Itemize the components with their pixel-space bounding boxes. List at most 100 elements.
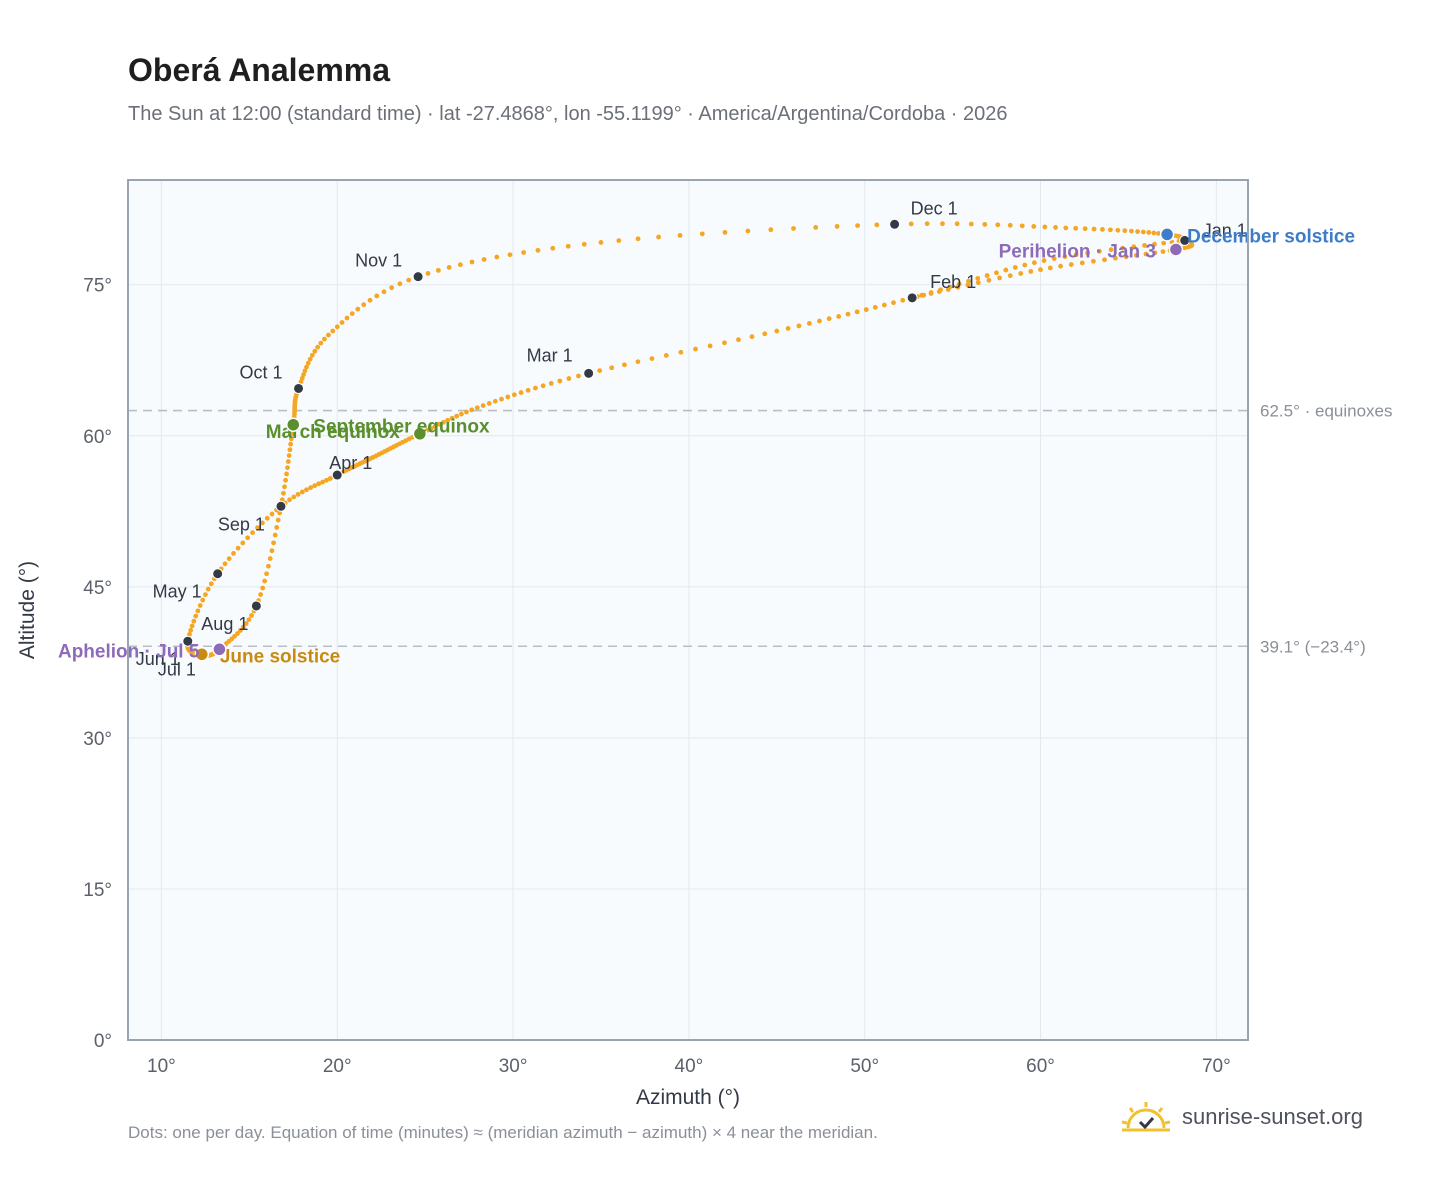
daily-dot <box>260 520 265 526</box>
daily-dot <box>872 304 878 310</box>
month-label: Oct 1 <box>240 362 283 382</box>
daily-dot <box>283 477 288 483</box>
plot-frame <box>127 179 1249 1041</box>
month-marker <box>293 382 305 394</box>
month-label: Apr 1 <box>329 453 372 473</box>
month-marker <box>889 218 901 230</box>
daily-dot <box>446 265 452 270</box>
daily-dot <box>445 417 451 423</box>
daily-dot <box>1062 254 1068 260</box>
daily-dot <box>499 396 504 402</box>
y-tick-label: 15° <box>83 880 112 901</box>
x-tick-label: 30° <box>499 1056 528 1077</box>
daily-dot <box>285 459 291 464</box>
daily-dot <box>243 621 249 626</box>
daily-dot <box>1018 271 1024 276</box>
daily-dot <box>344 315 350 321</box>
month-marker <box>1179 234 1191 246</box>
daily-dot <box>271 540 276 546</box>
brand-name: sunrise-sunset.org <box>1182 1104 1363 1129</box>
daily-dot <box>200 597 206 603</box>
daily-dot <box>1051 256 1057 261</box>
daily-dot <box>334 324 340 330</box>
daily-dot <box>454 413 460 419</box>
daily-dot <box>557 378 563 384</box>
daily-dot <box>707 343 713 349</box>
daily-dot <box>285 465 290 471</box>
daily-dot <box>304 364 309 370</box>
daily-dot <box>250 530 255 536</box>
y-axis-label: Altitude (°) <box>16 561 39 659</box>
daily-dot <box>968 221 974 227</box>
daily-dot <box>678 349 684 355</box>
daily-dot <box>469 259 475 265</box>
daily-dot <box>302 368 308 374</box>
event-label: December solstice <box>1187 226 1355 247</box>
daily-dot <box>1082 226 1088 232</box>
daily-dot <box>480 403 486 408</box>
daily-dot <box>469 407 475 413</box>
daily-dot <box>203 592 208 598</box>
daily-dot <box>1031 223 1037 229</box>
daily-dot <box>486 401 492 406</box>
daily-dot <box>312 483 318 489</box>
daily-dot <box>994 270 999 276</box>
brand[interactable]: sunrise-sunset.org <box>1120 1100 1363 1134</box>
daily-dot <box>282 484 287 490</box>
event-label: June solstice <box>220 646 340 667</box>
daily-dot <box>966 278 971 284</box>
daily-dot <box>272 532 278 538</box>
daily-dot <box>262 578 268 584</box>
daily-dot <box>609 365 615 371</box>
daily-dot <box>288 436 294 442</box>
month-label: Jul 1 <box>158 659 196 679</box>
daily-dot <box>1047 265 1053 271</box>
x-tick-label: 60° <box>1026 1056 1055 1077</box>
daily-dot <box>863 307 869 313</box>
daily-dot <box>1042 224 1048 230</box>
daily-dot <box>540 383 546 389</box>
plot-area <box>128 180 1248 1040</box>
daily-dot <box>965 282 971 288</box>
daily-dot <box>1058 263 1063 269</box>
daily-dot <box>355 306 361 312</box>
daily-dot <box>381 289 387 295</box>
daily-dot <box>1152 241 1157 247</box>
daily-dot <box>367 297 373 303</box>
month-marker <box>583 367 595 379</box>
daily-dot <box>874 222 880 228</box>
daily-dot <box>576 373 581 379</box>
daily-dot <box>286 453 292 458</box>
daily-dot <box>222 561 228 567</box>
daily-dot <box>240 624 246 630</box>
daily-dot <box>235 545 241 551</box>
daily-dot <box>663 353 669 358</box>
event-label: Perihelion · Jan 3 <box>999 241 1156 262</box>
daily-dot <box>428 425 434 431</box>
daily-dot <box>785 326 791 331</box>
daily-dot <box>1123 254 1129 260</box>
daily-dot <box>299 375 305 381</box>
daily-dot <box>975 280 981 286</box>
daily-dot <box>1120 245 1126 251</box>
daily-dot <box>635 236 641 242</box>
daily-dot <box>649 356 655 362</box>
event-marker <box>1168 242 1184 257</box>
daily-dot <box>274 525 280 530</box>
daily-dot <box>521 250 527 255</box>
daily-dot <box>275 517 281 523</box>
daily-dot <box>597 368 603 374</box>
daily-dot <box>299 489 305 495</box>
y-tick-label: 0° <box>94 1031 112 1052</box>
month-marker <box>275 500 287 512</box>
daily-dot <box>193 613 199 619</box>
daily-dot <box>320 479 326 485</box>
month-label: Sep 1 <box>218 514 265 534</box>
daily-dot <box>1007 222 1013 228</box>
daily-dot <box>308 485 314 491</box>
daily-dot <box>1182 245 1187 251</box>
daily-dot <box>1038 267 1043 273</box>
daily-dot <box>374 293 380 299</box>
daily-dot <box>1115 227 1121 233</box>
daily-dot <box>533 385 538 391</box>
